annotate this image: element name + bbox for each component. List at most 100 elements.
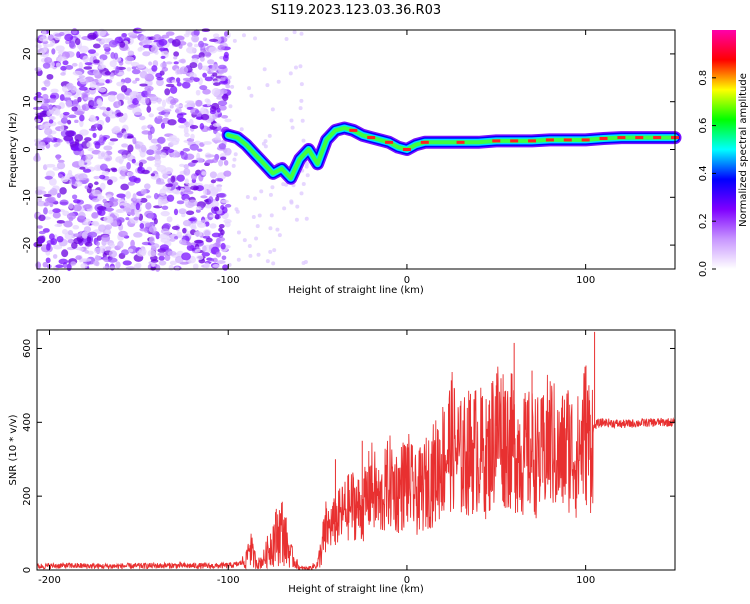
- noise-blob: [107, 257, 118, 263]
- colorbar: 0.0 0.2 0.4 0.6 0.8 Normalized spectral ampl…: [698, 30, 749, 277]
- spectrogram-y-tick-label: 20: [22, 48, 33, 61]
- noise-blob: [210, 187, 219, 195]
- noise-blob: [211, 232, 221, 238]
- noise-blob: [208, 196, 214, 204]
- noise-blob: [225, 84, 231, 89]
- noise-blob: [165, 83, 175, 88]
- noise-blob: [272, 248, 277, 253]
- noise-blob: [108, 91, 118, 96]
- noise-blob: [169, 260, 177, 265]
- noise-blob: [299, 98, 304, 103]
- noise-blob: [121, 32, 127, 38]
- noise-blob: [212, 72, 218, 77]
- noise-blob: [294, 217, 299, 222]
- noise-blob: [271, 261, 276, 266]
- noise-blob: [148, 61, 153, 66]
- noise-blob: [107, 179, 113, 186]
- noise-blob: [172, 39, 181, 47]
- noise-blob: [224, 203, 232, 208]
- ridge-peak: [510, 139, 519, 143]
- noise-blob: [93, 175, 101, 180]
- noise-blob: [218, 64, 227, 70]
- noise-blob: [176, 77, 181, 84]
- noise-blob: [191, 222, 197, 229]
- ridge-peak: [581, 138, 590, 142]
- noise-blob: [120, 183, 129, 191]
- noise-blob: [164, 113, 169, 118]
- noise-blob: [162, 223, 171, 229]
- noise-blob: [87, 147, 94, 152]
- noise-blob: [197, 148, 203, 152]
- noise-blob: [130, 208, 136, 216]
- noise-blob: [204, 98, 210, 103]
- noise-blob: [67, 229, 74, 236]
- noise-blob: [157, 115, 163, 120]
- noise-blob: [150, 173, 155, 177]
- noise-blob: [45, 163, 56, 168]
- noise-blob: [120, 205, 125, 209]
- noise-blob: [88, 116, 97, 123]
- noise-blob: [201, 252, 211, 257]
- noise-blob: [173, 51, 180, 57]
- noise-blob: [221, 255, 227, 261]
- noise-blob: [58, 31, 65, 36]
- noise-blob: [183, 168, 191, 176]
- snr-marks: [36, 331, 676, 571]
- noise-blob: [155, 181, 166, 185]
- noise-blob: [120, 85, 128, 93]
- noise-blob: [202, 37, 208, 42]
- noise-blob: [189, 62, 198, 69]
- noise-blob: [83, 218, 92, 226]
- noise-blob: [149, 145, 159, 151]
- noise-blob: [224, 118, 232, 123]
- noise-blob: [118, 60, 124, 66]
- snr-y-tick-label: 200: [22, 487, 33, 506]
- noise-blob: [65, 65, 74, 70]
- noise-blob: [203, 262, 210, 269]
- noise-blob: [45, 257, 51, 264]
- noise-blob: [165, 183, 174, 188]
- noise-blob: [133, 216, 140, 221]
- noise-blob: [199, 85, 208, 91]
- noise-blob: [161, 66, 169, 72]
- noise-blob: [290, 125, 295, 130]
- noise-blob: [262, 67, 267, 72]
- noise-blob: [134, 144, 141, 150]
- noise-blob: [218, 159, 224, 167]
- noise-blob: [170, 175, 176, 183]
- noise-blob: [223, 160, 229, 166]
- noise-blob: [75, 38, 81, 46]
- noise-blob: [210, 200, 220, 208]
- noise-blob: [59, 199, 69, 206]
- noise-blob: [83, 226, 92, 233]
- noise-blob: [184, 178, 189, 185]
- noise-blob: [151, 65, 158, 72]
- noise-blob: [116, 81, 125, 87]
- noise-blob: [107, 216, 114, 224]
- noise-blob: [257, 213, 262, 218]
- noise-blob: [146, 105, 152, 113]
- noise-blob: [99, 163, 108, 171]
- noise-blob: [119, 175, 126, 180]
- noise-blob: [35, 112, 46, 117]
- ridge-peak: [617, 136, 626, 140]
- noise-blob: [97, 28, 107, 37]
- noise-blob: [202, 141, 212, 145]
- spectrogram-marks: [32, 27, 682, 272]
- snr-y-tick-label: 0: [22, 567, 33, 573]
- ridge-peak: [599, 137, 608, 141]
- noise-blob: [43, 79, 51, 87]
- noise-blob: [78, 75, 86, 79]
- noise-blob: [65, 83, 73, 89]
- noise-blob: [173, 208, 179, 216]
- noise-blob: [215, 240, 221, 248]
- spectrogram-x-axis-label: Height of straight line (km): [288, 285, 424, 296]
- noise-blob: [187, 183, 195, 187]
- noise-blob: [204, 51, 212, 58]
- noise-blob: [91, 211, 99, 219]
- noise-blob: [255, 224, 260, 229]
- noise-blob: [199, 122, 205, 130]
- noise-blob: [141, 125, 148, 130]
- noise-blob: [86, 141, 92, 148]
- noise-blob: [75, 255, 82, 260]
